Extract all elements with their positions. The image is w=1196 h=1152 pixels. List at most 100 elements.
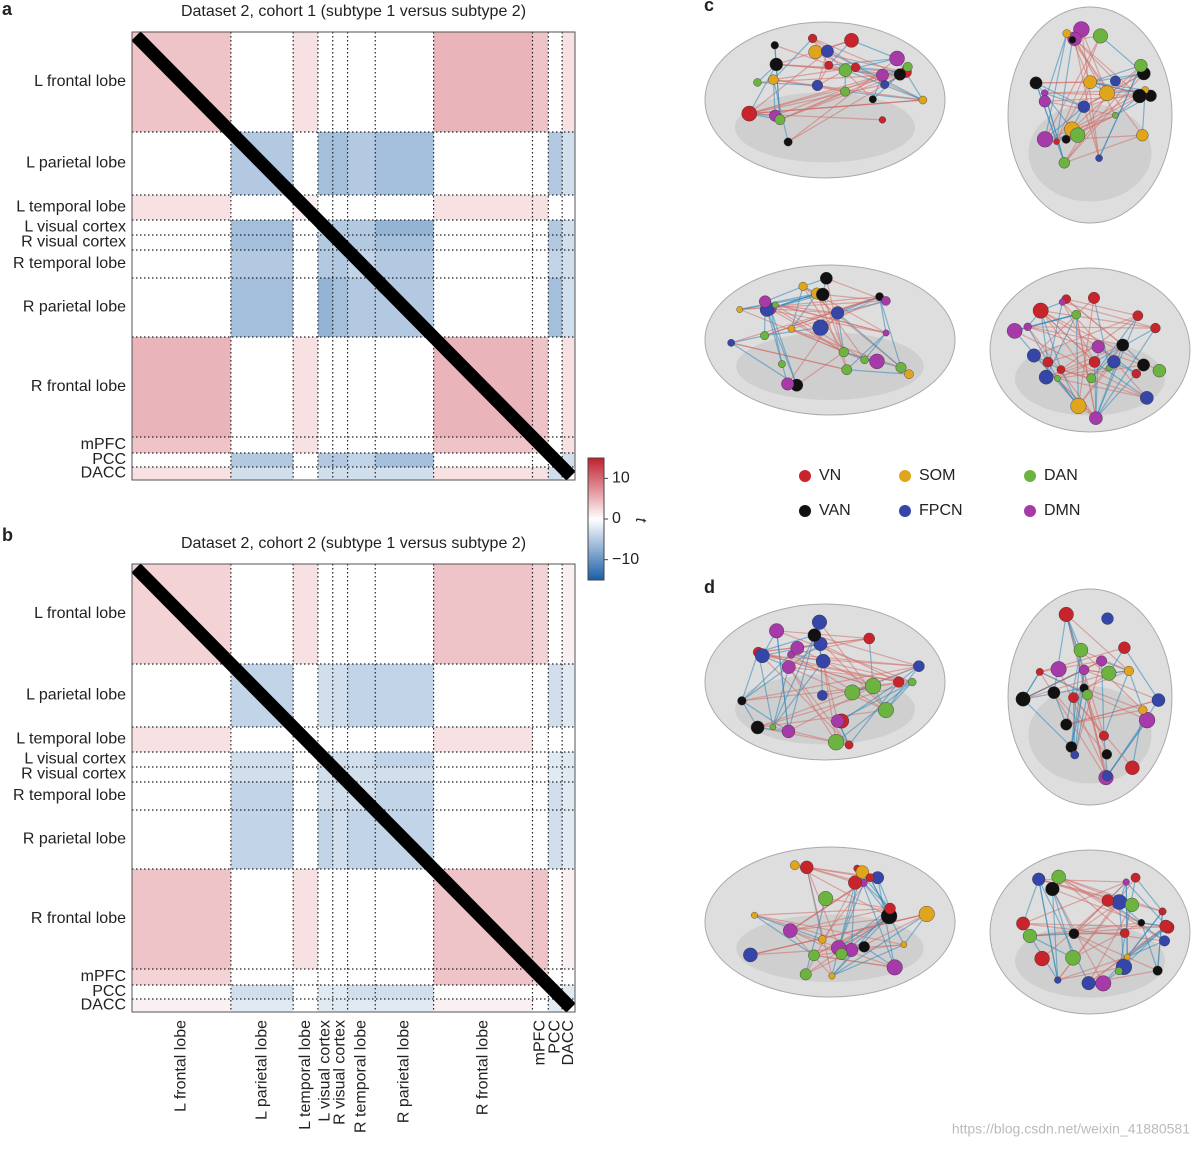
heat-cell <box>231 767 294 782</box>
brain-node <box>829 973 835 979</box>
brain-node <box>1030 77 1042 89</box>
heat-cell <box>231 782 294 810</box>
brain-node <box>770 58 783 71</box>
heat-cell <box>132 278 231 337</box>
heat-cell <box>132 235 231 250</box>
heat-cell <box>434 767 533 782</box>
brain-node <box>816 654 830 668</box>
heat-cell <box>375 437 434 453</box>
brain-node <box>869 354 884 369</box>
heat-cell <box>348 132 376 195</box>
brain-node <box>876 69 888 81</box>
brain-node <box>800 969 811 980</box>
row-label: R visual cortex <box>21 234 126 251</box>
brain-node <box>824 61 832 69</box>
brain-node <box>816 288 829 301</box>
heat-cell <box>293 278 318 337</box>
panel-letter: b <box>2 525 13 545</box>
brain-node <box>728 339 735 346</box>
heat-cell <box>548 278 562 337</box>
heat-cell <box>231 220 294 235</box>
heat-cell <box>348 195 376 220</box>
heat-cell <box>231 869 294 969</box>
heat-cell <box>562 195 575 220</box>
brain-node <box>1039 96 1051 108</box>
brain-node <box>1070 128 1085 143</box>
brain-node <box>737 306 743 312</box>
brain-node <box>1046 882 1060 896</box>
brain-node <box>1054 376 1060 382</box>
brain-node <box>908 678 916 686</box>
brain-node <box>859 941 870 952</box>
heat-cell <box>231 752 294 767</box>
legend-swatch <box>899 470 911 482</box>
brain-node <box>1093 29 1108 44</box>
brain-node <box>742 106 757 121</box>
row-label: R parietal lobe <box>23 299 126 316</box>
brain-node <box>784 138 792 146</box>
brain-node <box>1139 706 1148 715</box>
brain-node <box>1125 761 1139 775</box>
heat-cell <box>132 810 231 869</box>
heat-cell <box>532 32 548 132</box>
heat-cell <box>318 250 333 278</box>
brain-node <box>866 874 874 882</box>
colorbar-tick-label: −10 <box>612 551 639 568</box>
row-label: R visual cortex <box>21 766 126 783</box>
watermark: https://blog.csdn.net/weixin_41880581 <box>952 1121 1190 1137</box>
brain-node <box>808 950 819 961</box>
heat-cell <box>434 782 533 810</box>
chart-title: Dataset 2, cohort 1 (subtype 1 versus su… <box>181 3 526 20</box>
heat-cell <box>434 752 533 767</box>
heat-cell <box>348 453 376 467</box>
brain-node <box>1071 398 1087 414</box>
heat-cell <box>548 664 562 727</box>
brain-node <box>1078 101 1090 113</box>
heat-cell <box>548 752 562 767</box>
heat-cell <box>293 767 318 782</box>
brain-node <box>759 296 771 308</box>
brain-node <box>883 330 889 336</box>
brain-node <box>791 641 804 654</box>
heat-cell <box>548 767 562 782</box>
heat-cell <box>333 132 348 195</box>
heat-cell <box>434 250 533 278</box>
brain-node <box>1072 310 1081 319</box>
heat-cell <box>562 278 575 337</box>
row-label: L parietal lobe <box>26 155 126 172</box>
brain-node <box>1043 357 1053 367</box>
brain-node <box>1059 607 1074 622</box>
heat-cell <box>532 727 548 752</box>
heat-cell <box>132 437 231 453</box>
heat-cell <box>348 437 376 453</box>
heat-cell <box>375 782 434 810</box>
brain-node <box>1110 76 1120 86</box>
heat-cell <box>293 132 318 195</box>
brain-node <box>851 63 860 72</box>
brain-node <box>1016 917 1029 930</box>
heat-cell <box>532 810 548 869</box>
brain-node <box>1087 374 1096 383</box>
heat-cell <box>375 767 434 782</box>
heat-cell <box>348 869 376 969</box>
heat-cell <box>375 195 434 220</box>
brain-node <box>894 69 906 81</box>
heat-cell <box>333 664 348 727</box>
brain-node <box>799 282 808 291</box>
brain-node <box>1124 666 1134 676</box>
brain-node <box>1074 643 1088 657</box>
brain-node <box>903 62 912 71</box>
legend-swatch <box>1024 505 1036 517</box>
panel-letter: a <box>2 0 13 19</box>
heat-cell <box>532 132 548 195</box>
brain-node <box>904 370 913 379</box>
brain-node <box>1125 898 1139 912</box>
heat-cell <box>375 132 434 195</box>
brain-node <box>1102 749 1112 759</box>
brain-node <box>818 891 833 906</box>
heat-cell <box>434 727 533 752</box>
heat-cell <box>548 195 562 220</box>
heat-cell <box>562 437 575 453</box>
column-label: L parietal lobe <box>253 1020 270 1120</box>
heat-cell <box>348 810 376 869</box>
